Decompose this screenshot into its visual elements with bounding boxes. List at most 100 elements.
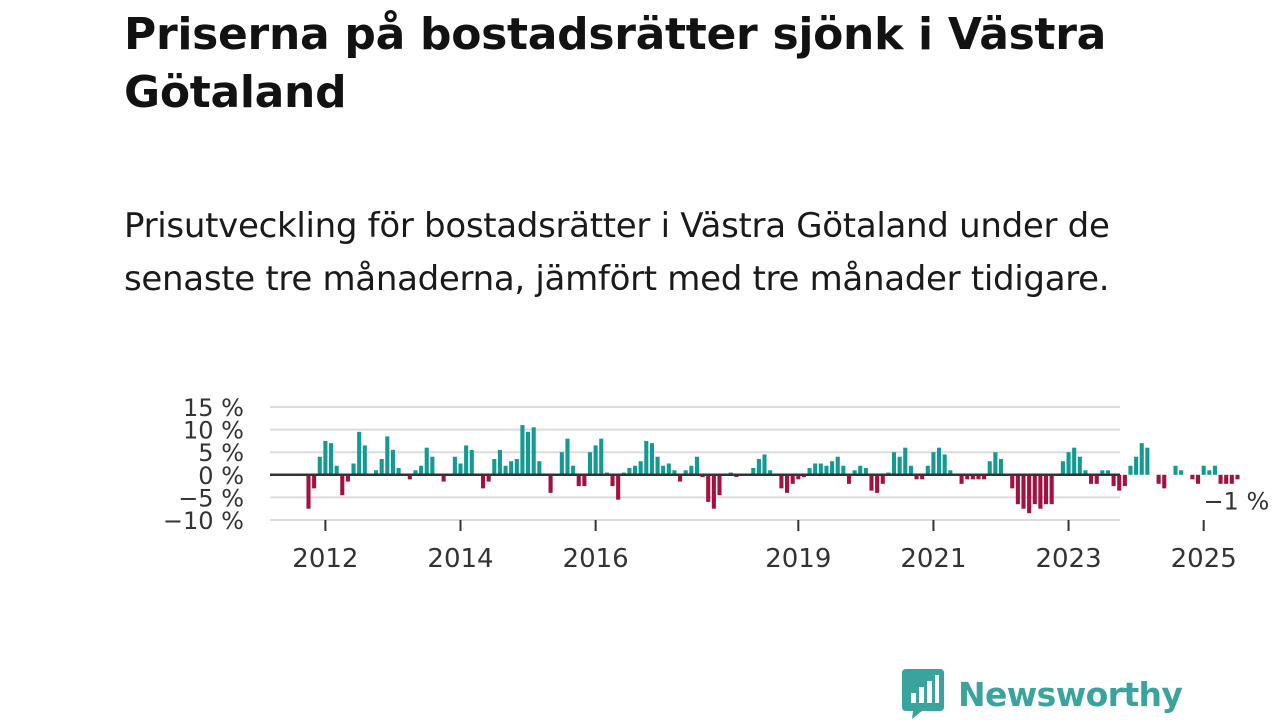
last-value-label: −1 % [1203, 487, 1269, 515]
bar [424, 447, 429, 475]
bar [1105, 470, 1111, 475]
newsworthy-logo[interactable]: Newsworthy [902, 669, 1183, 719]
bar [649, 443, 654, 475]
bar [1089, 474, 1094, 484]
bar [497, 449, 502, 475]
bar [317, 456, 322, 475]
bar [655, 456, 660, 475]
chart-subtitle: Prisutveckling för bostadsrätter i Västr… [124, 206, 1110, 299]
bar [908, 465, 913, 475]
bar [846, 474, 852, 484]
bar [1190, 474, 1195, 480]
bar [706, 474, 711, 502]
bar [1010, 474, 1015, 489]
bar [328, 443, 334, 475]
bar [407, 474, 412, 480]
bar [582, 474, 587, 487]
bar [756, 458, 761, 475]
bar [1066, 452, 1071, 475]
bar [351, 463, 356, 475]
bar [1032, 474, 1037, 505]
bar [396, 468, 401, 475]
bar [593, 445, 598, 475]
bar [711, 474, 716, 509]
bar [1201, 465, 1206, 475]
bar [571, 465, 576, 475]
x-axis: 2012 2014 2016 2019 2021 2023 2025 [292, 520, 1237, 574]
bar [1094, 474, 1099, 484]
bar [672, 470, 677, 475]
bar [903, 447, 908, 475]
bar [323, 440, 328, 475]
bar [627, 468, 632, 475]
bar [587, 452, 593, 475]
bars [306, 425, 1240, 514]
bar [891, 452, 897, 475]
bar [948, 470, 953, 475]
bar [306, 474, 311, 509]
bar [1145, 447, 1150, 475]
bar [390, 449, 395, 475]
bar [818, 463, 823, 475]
bar [824, 465, 829, 475]
bar [610, 474, 615, 487]
bar [1212, 465, 1217, 475]
bar [880, 474, 885, 484]
bar [1139, 443, 1144, 475]
bar [464, 445, 469, 475]
bar [869, 474, 874, 491]
x-tick-label: 2016 [563, 544, 629, 574]
bar [599, 438, 604, 475]
bar [430, 456, 435, 475]
bar [1156, 474, 1161, 484]
bar [1077, 456, 1082, 475]
y-tick-label: 15 % [183, 394, 244, 422]
bar [1218, 474, 1223, 484]
x-tick-label: 2023 [1035, 544, 1101, 574]
bar [920, 474, 925, 480]
bar [486, 474, 491, 482]
bar [937, 447, 942, 475]
bar [982, 474, 987, 480]
bar [1038, 474, 1043, 509]
bar [565, 438, 570, 475]
page-title: Priserna på bostadsrätter sjönk i Västra… [124, 9, 1106, 118]
bar [807, 468, 812, 475]
bar [925, 465, 930, 475]
bar [858, 465, 863, 475]
bar [751, 468, 756, 475]
bar [1049, 474, 1054, 505]
bar [419, 465, 424, 475]
y-axis: 15 %10 %5 %0 %−5 %−10 % [163, 394, 244, 535]
x-tick-label: 2019 [765, 544, 831, 574]
x-tick-label: 2025 [1171, 544, 1237, 574]
bar [914, 474, 919, 480]
bar [897, 456, 902, 475]
bar [689, 465, 694, 475]
bar [1134, 456, 1139, 475]
bar [345, 474, 350, 482]
bar [830, 461, 835, 475]
bar [1111, 474, 1116, 487]
bar [531, 427, 536, 475]
bar [1117, 474, 1122, 491]
bar [548, 474, 553, 493]
bar [503, 465, 508, 475]
bar-chart: 2012 2014 2016 2019 2021 2023 2025 15 %10 %5 %… [163, 394, 1269, 574]
bar [1043, 474, 1049, 505]
bar [1122, 474, 1127, 487]
bar [312, 474, 317, 489]
bar [1229, 474, 1234, 484]
bar [509, 461, 514, 475]
bar [413, 470, 418, 475]
bar [1015, 474, 1020, 505]
bar [998, 458, 1004, 475]
bar [1162, 474, 1167, 489]
bar [785, 474, 790, 493]
brand-name: Newsworthy [958, 674, 1183, 714]
y-tick-label: 0 % [198, 462, 244, 490]
bar [863, 468, 868, 475]
bar [340, 474, 345, 496]
bar [357, 431, 362, 475]
bar [520, 425, 525, 475]
